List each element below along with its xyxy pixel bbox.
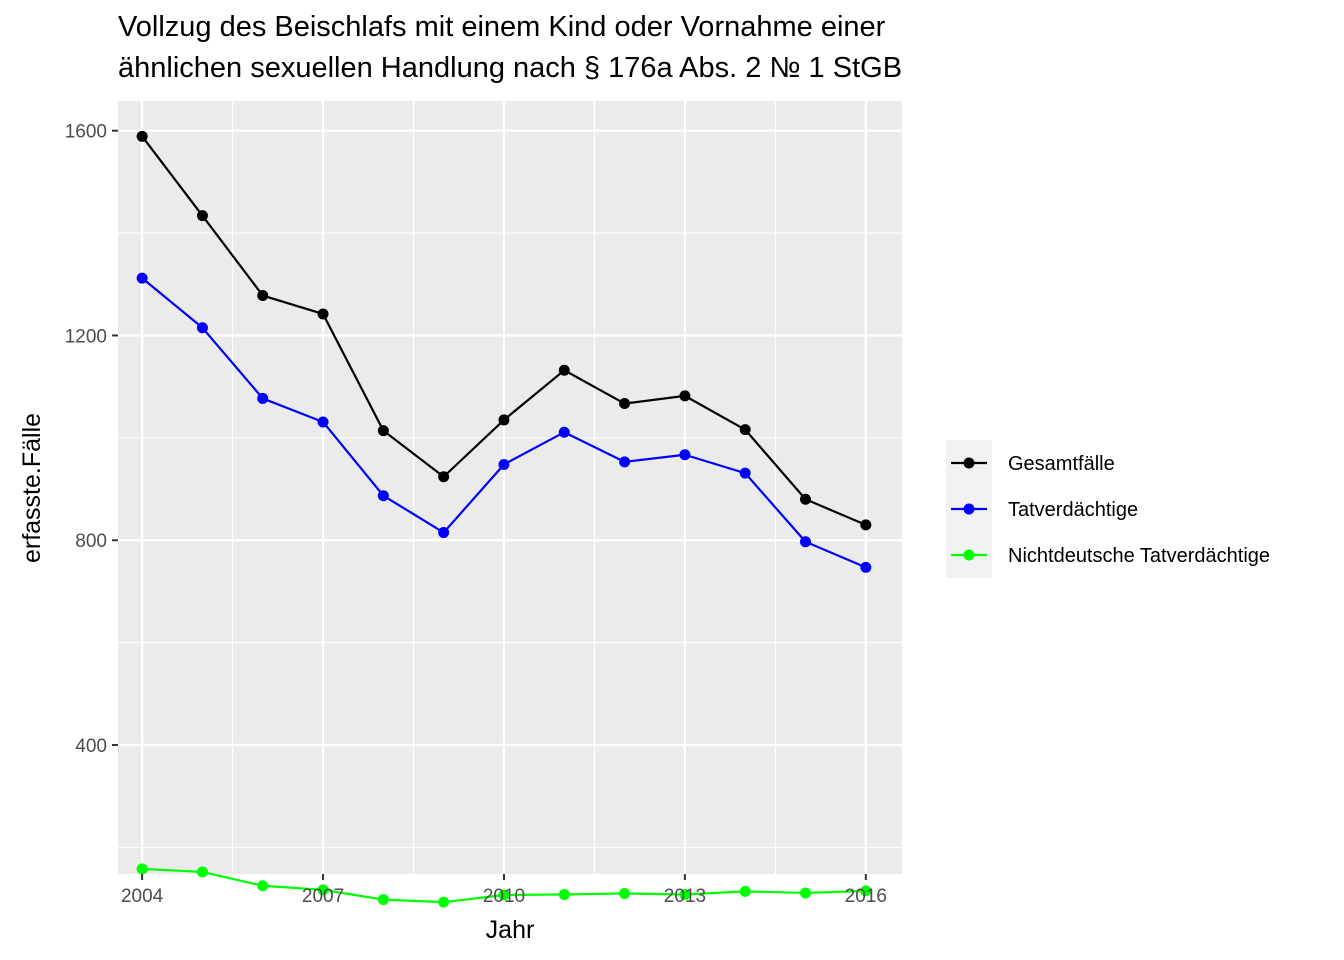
data-point — [136, 863, 148, 875]
legend-key-point — [963, 549, 975, 561]
data-point — [498, 889, 510, 901]
y-tick-label: 1200 — [65, 326, 107, 347]
data-point — [739, 885, 751, 897]
x-tick-label: 2013 — [664, 886, 706, 907]
data-point — [257, 880, 269, 892]
x-tick-label: 2007 — [302, 886, 344, 907]
series-2 — [136, 272, 872, 573]
panel-background — [118, 101, 902, 874]
y-tick-label: 400 — [75, 736, 107, 757]
data-point — [558, 364, 570, 376]
data-point — [800, 536, 812, 548]
data-point — [377, 894, 389, 906]
data-point — [679, 390, 691, 402]
legend-label: Gesamtfälle — [1008, 453, 1115, 475]
data-point — [377, 490, 389, 502]
data-point — [438, 896, 450, 908]
data-point — [558, 888, 570, 900]
data-point — [438, 471, 450, 483]
data-point — [257, 290, 269, 302]
data-point — [619, 456, 631, 468]
y-axis-title: erfasste.Fälle — [18, 413, 46, 563]
chart-title-line-2: ähnlichen sexuellen Handlung nach § 176a… — [118, 52, 902, 84]
x-tick-label: 2016 — [845, 886, 887, 907]
data-point — [317, 416, 329, 428]
legend-key-point — [963, 457, 975, 469]
data-point — [377, 425, 389, 437]
data-layer — [136, 130, 872, 908]
data-point — [196, 866, 208, 878]
legend-label: Tatverdächtige — [1008, 499, 1138, 521]
data-point — [679, 888, 691, 900]
x-tick-label: 2010 — [483, 886, 525, 907]
legend-item: Tatverdächtige — [951, 499, 1138, 521]
data-point — [257, 392, 269, 404]
data-point — [800, 887, 812, 899]
legend-label: Nichtdeutsche Tatverdächtige — [1008, 545, 1270, 567]
data-point — [739, 467, 751, 479]
data-point — [196, 322, 208, 334]
legend: Gesamtfälle Tatverdächtige Nichtdeutsche T… — [946, 440, 1270, 578]
data-point — [136, 130, 148, 142]
y-tick-label: 1600 — [65, 122, 107, 143]
data-point — [679, 449, 691, 461]
data-point — [619, 398, 631, 410]
legend-item: Nichtdeutsche Tatverdächtige — [951, 545, 1270, 567]
data-point — [860, 519, 872, 531]
chart-title-line-1: Vollzug des Beischlafs mit einem Kind od… — [118, 11, 886, 43]
data-point — [136, 272, 148, 284]
data-point — [317, 308, 329, 320]
data-point — [498, 414, 510, 426]
plot-panel — [118, 101, 902, 874]
chart-title: Vollzug des Beischlafs mit einem Kind od… — [118, 11, 902, 84]
data-point — [860, 561, 872, 573]
data-point — [860, 885, 872, 897]
y-tick-label: 800 — [75, 531, 107, 552]
data-point — [438, 527, 450, 539]
axes: 2004 2007 2010 2013 2016 400 800 1200 1600 — [65, 122, 887, 907]
data-point — [739, 424, 751, 436]
data-point — [619, 887, 631, 899]
data-point — [800, 493, 812, 505]
x-tick-label: 2004 — [121, 886, 164, 907]
series-1 — [136, 130, 872, 531]
data-point — [317, 884, 329, 896]
data-point — [558, 426, 570, 438]
data-point — [196, 210, 208, 222]
legend-item: Gesamtfälle — [951, 453, 1115, 475]
legend-key-point — [963, 503, 975, 515]
x-axis-title: Jahr — [486, 916, 535, 944]
series-3 — [136, 863, 872, 908]
data-point — [498, 458, 510, 470]
